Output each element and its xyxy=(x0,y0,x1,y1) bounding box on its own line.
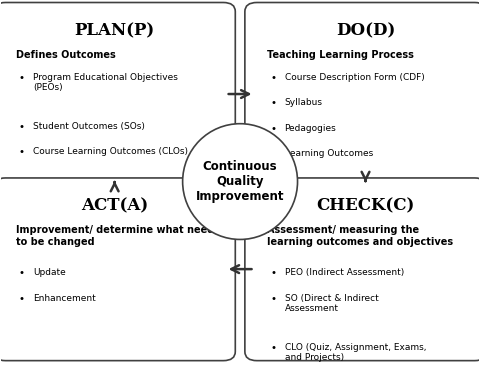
FancyBboxPatch shape xyxy=(245,3,487,185)
Text: •: • xyxy=(19,73,25,83)
FancyBboxPatch shape xyxy=(245,178,487,361)
Text: Continuous
Quality
Improvement: Continuous Quality Improvement xyxy=(196,160,284,203)
Ellipse shape xyxy=(183,124,298,239)
Text: •: • xyxy=(270,149,276,159)
Text: Teaching Learning Process: Teaching Learning Process xyxy=(267,50,414,59)
Text: ACT(A): ACT(A) xyxy=(81,198,148,215)
Text: Enhancement: Enhancement xyxy=(33,294,96,303)
Text: Syllabus: Syllabus xyxy=(285,98,322,108)
Text: Student Outcomes (SOs): Student Outcomes (SOs) xyxy=(33,122,145,131)
Text: •: • xyxy=(270,98,276,108)
Text: Defines Outcomes: Defines Outcomes xyxy=(16,50,116,59)
Text: •: • xyxy=(270,124,276,134)
Text: •: • xyxy=(19,294,25,304)
Text: •: • xyxy=(19,268,25,279)
Text: •: • xyxy=(270,268,276,279)
Text: Learning Outcomes: Learning Outcomes xyxy=(285,149,373,158)
Text: Assessment/ measuring the
learning outcomes and objectives: Assessment/ measuring the learning outco… xyxy=(267,225,453,247)
FancyBboxPatch shape xyxy=(0,178,235,361)
Text: Program Educational Objectives
(PEOs): Program Educational Objectives (PEOs) xyxy=(33,73,178,92)
Text: PEO (Indirect Assessment): PEO (Indirect Assessment) xyxy=(285,268,404,277)
Text: PLAN(P): PLAN(P) xyxy=(74,22,155,39)
FancyBboxPatch shape xyxy=(0,3,235,185)
Text: CLO (Quiz, Assignment, Exams,
and Projects): CLO (Quiz, Assignment, Exams, and Projec… xyxy=(285,342,426,362)
Text: Improvement/ determine what needs
to be changed: Improvement/ determine what needs to be … xyxy=(16,225,220,247)
Text: Course Learning Outcomes (CLOs): Course Learning Outcomes (CLOs) xyxy=(33,147,188,156)
Text: DO(D): DO(D) xyxy=(336,22,395,39)
Text: •: • xyxy=(19,147,25,157)
Text: Course Description Form (CDF): Course Description Form (CDF) xyxy=(285,73,425,82)
Text: •: • xyxy=(270,342,276,353)
Text: •: • xyxy=(19,122,25,132)
Text: CHECK(C): CHECK(C) xyxy=(316,198,415,215)
Text: SO (Direct & Indirect
Assessment: SO (Direct & Indirect Assessment xyxy=(285,294,378,313)
Text: Update: Update xyxy=(33,268,66,277)
Text: •: • xyxy=(270,294,276,304)
Text: •: • xyxy=(270,73,276,83)
Text: Pedagogies: Pedagogies xyxy=(285,124,336,133)
